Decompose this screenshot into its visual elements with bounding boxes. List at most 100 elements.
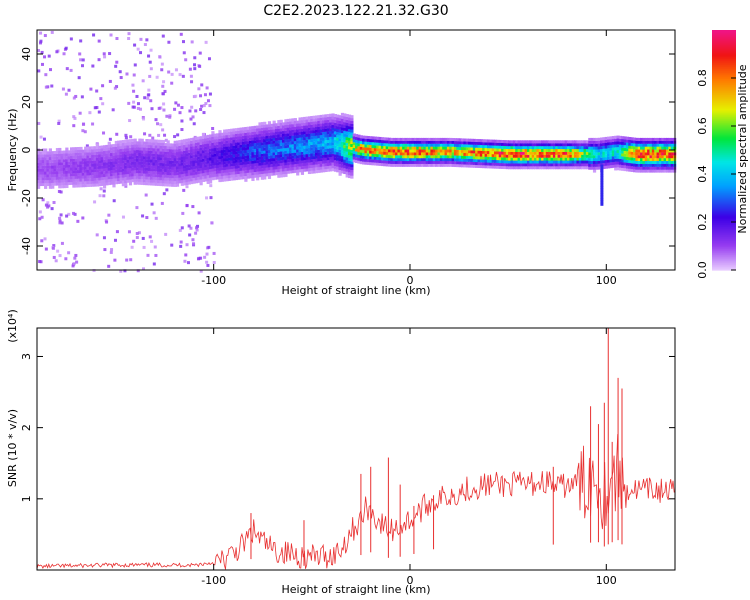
spectrogram-cell [62,179,67,183]
spectrogram-cell [305,145,309,149]
spectrogram-cell [607,145,611,149]
spectrogram-cell [621,159,625,163]
spectrogram-cell [298,128,302,132]
spectrogram-cell [630,151,634,155]
spectrogram-cell [486,156,491,160]
spectrogram-cell [117,155,121,159]
spectrogram-cell [350,135,354,139]
spectrogram-cell [307,168,312,172]
spectrogram-cell [150,170,154,174]
spectrogram-cell [216,164,220,168]
spectrogram-cell [267,155,272,159]
spectrogram-cell [65,170,69,174]
spectrogram-cell [223,143,227,147]
spectrogram-cell [67,158,71,162]
spectrogram-cell [225,137,229,141]
spectrogram-cell [312,130,316,134]
spectrogram-cell [486,162,491,166]
spectrogram-cell [541,151,545,155]
spectrogram-cell [173,143,177,147]
spectrogram-cell [331,139,335,143]
spectrogram-cell [253,131,257,135]
spectrogram-cell [616,141,620,145]
spectrogram-cell [418,149,422,153]
spectrogram-cell [135,175,140,179]
spectrogram-cell [232,131,236,135]
spectrogram-cell [567,157,571,161]
spectrogram-cell [91,175,95,179]
spectrogram-cell [463,164,467,168]
spectrogram-speckle [72,262,76,266]
spectrogram-cell [107,173,111,177]
spectrogram-cell [602,166,606,169]
spectrogram-cell [510,166,514,170]
spectrogram-speckle [189,226,193,230]
spectrogram-cell [208,134,213,138]
spectrogram-speckle [207,57,211,61]
spectrogram-cell [526,163,531,167]
spectrogram-cell [552,143,557,147]
spectrogram-cell [86,160,90,164]
spectrogram-cell [263,121,267,125]
spectrogram-cell [319,169,323,173]
spectrogram-cell [352,159,356,163]
spectrogram-cell [437,140,441,144]
spectrogram-speckle [102,194,106,198]
spectrogram-cell [124,177,128,181]
spectrogram-speckle [136,106,140,110]
spectrogram-cell [503,140,507,144]
spectrogram-cell [206,137,210,141]
spectrogram-cell [239,164,243,168]
spectrogram-cell [364,158,368,162]
colorbar-step [712,192,736,195]
spectrogram-cell [526,160,531,164]
spectrogram-cell [88,178,93,182]
spectrogram-cell [303,122,307,126]
spectrogram-speckle [162,80,166,84]
spectrogram-speckle [203,93,207,97]
spectrogram-cell [194,168,199,172]
spectrogram-cell [501,154,505,158]
spectrogram-cell [241,173,246,177]
spectrogram-cell [58,153,62,157]
spectrogram-cell [529,157,533,161]
spectrogram-cell [512,160,517,164]
spectrogram-cell [133,178,137,182]
spectrogram-cell [223,175,227,179]
spectrogram-cell [65,161,69,165]
spectrogram-cell [180,154,184,158]
spectrogram-cell [310,141,314,145]
spectrogram-cell [343,153,347,157]
spectrogram-cell [41,162,45,166]
spectrogram-cell [44,168,48,172]
spectrogram-cell [333,114,338,118]
spectrogram-cell [590,155,594,159]
spectrogram-cell [651,146,656,150]
spectrogram-cell [218,156,222,160]
spectrogram-cell [204,178,208,182]
spectrogram-cell [105,153,109,157]
spectrogram-cell [357,157,361,161]
spectrogram-cell [102,162,107,166]
spectrogram-cell [159,180,163,184]
spectrogram-cell [357,146,361,150]
spectrogram-cell [53,168,57,172]
colorbar-step [712,208,736,211]
spectrogram-cell [225,169,229,173]
spectrogram-speckle [162,108,166,112]
spectrogram-cell [126,176,130,180]
spectrogram-cell [640,166,644,170]
spectrogram-speckle [139,37,143,41]
spectrogram-cell [494,151,498,155]
spectrogram-cell [265,156,269,160]
spectrogram-cell [201,147,206,151]
spectrogram-cell [576,157,580,161]
spectrogram-cell [281,128,286,132]
colorbar-step [712,102,736,105]
spectrogram-cell [241,147,246,151]
spectrogram-cell [392,140,396,144]
spectrogram-cell [524,140,528,144]
spectrogram-cell [154,179,158,183]
spectrogram-cell [663,166,667,170]
spectrogram-cell [79,175,83,179]
